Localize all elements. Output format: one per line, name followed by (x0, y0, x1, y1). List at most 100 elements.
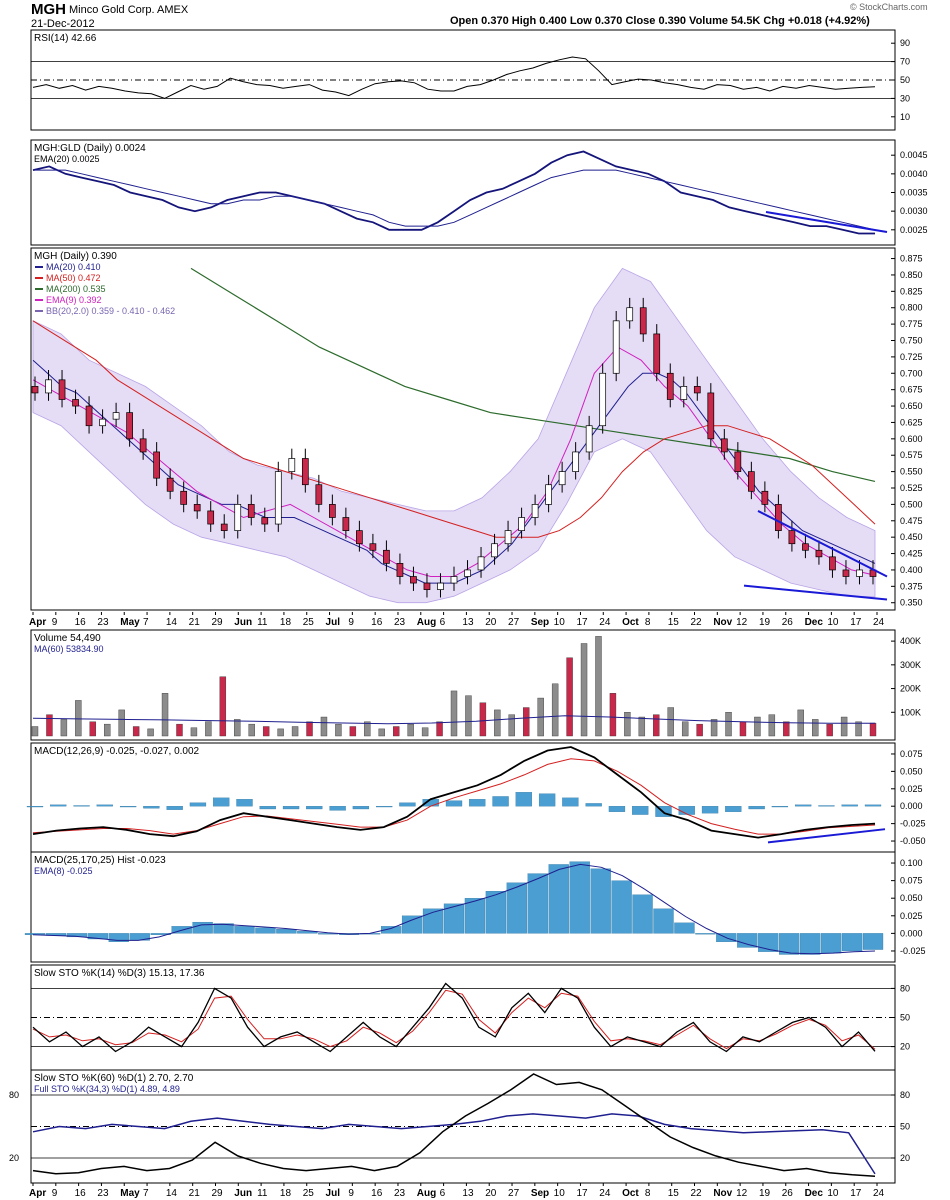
x-axis-bottom-label: 24 (599, 1188, 611, 1199)
volume-bar (46, 714, 53, 737)
x-axis-bottom-label: 8 (645, 1188, 651, 1199)
ratio-line (32, 150, 875, 235)
macd2-histogram-bar (380, 926, 402, 934)
x-axis-top-label: 21 (189, 617, 201, 628)
candle-body (558, 471, 566, 486)
y-tick-label: 0.350 (900, 598, 923, 608)
x-axis-top-label: Aug (417, 617, 436, 628)
candle-body (410, 576, 417, 584)
macd2-histogram-bar (779, 933, 800, 955)
price-legend-entry: MA(50) 0.472 (46, 273, 101, 283)
candle-body (802, 543, 809, 551)
x-axis-top-label: 15 (668, 617, 680, 628)
x-axis-bottom-label: 15 (668, 1188, 680, 1199)
x-axis-top-label: 20 (485, 617, 497, 628)
macd-histogram-bar (143, 806, 160, 809)
candle-body (639, 307, 647, 335)
candle-body (720, 438, 728, 453)
candle-body (518, 517, 525, 531)
y-tick-label: 0.025 (900, 784, 923, 794)
x-axis-top-label: 17 (850, 617, 862, 628)
volume-bar (869, 722, 877, 737)
y-tick-label: 0.700 (900, 368, 923, 378)
macd-histogram-bar (795, 804, 812, 807)
candle-body (126, 412, 133, 440)
candle-body (612, 320, 620, 374)
macd-histogram-bar (26, 806, 44, 808)
candle-body (45, 379, 52, 394)
volume-ma-label: MA(60) 53834.90 (34, 644, 104, 654)
price-legend-entry: MA(20) 0.410 (46, 262, 101, 272)
sto14-d-line (32, 989, 876, 1050)
candle-body (477, 556, 485, 571)
x-axis-top-label: 27 (508, 617, 520, 628)
macd2-histogram-bar (632, 894, 653, 934)
macd2-histogram-bar (192, 921, 213, 934)
macd-histogram-bar (585, 803, 602, 807)
volume-bar (132, 726, 140, 737)
macd-histogram-bar (841, 804, 858, 807)
volume-bar (31, 726, 39, 737)
macd2-ema-line (32, 863, 876, 955)
y-tick-label: 0.650 (900, 401, 923, 411)
candle-body (369, 543, 377, 551)
panel-frame (30, 851, 896, 963)
candle-body (193, 504, 201, 512)
volume-bar (826, 723, 833, 737)
left-tick-label: 20 (9, 1153, 19, 1163)
x-axis-bottom-label: 14 (166, 1188, 178, 1199)
volume-bar (768, 714, 776, 737)
macd-histogram-bar (166, 806, 183, 810)
sto14-title: Slow STO %K(14) %D(3) 15.13, 17.36 (34, 968, 205, 979)
y-tick-label: 0.600 (900, 434, 923, 444)
x-axis-bottom-label: 16 (371, 1188, 383, 1199)
macd2-histogram-bar (276, 929, 297, 934)
volume-bar (190, 727, 198, 737)
macd-histogram-bar (306, 806, 323, 810)
x-axis-top-label: 10 (827, 617, 839, 628)
x-axis-bottom-label: Apr (29, 1188, 46, 1199)
candle-body (680, 386, 688, 400)
volume-bar (479, 702, 487, 737)
candle-body (342, 517, 350, 531)
volume-bar (407, 723, 414, 737)
x-axis-bottom-label: 10 (554, 1188, 566, 1199)
candle-body (599, 372, 607, 427)
macd2-histogram-bar (87, 933, 108, 940)
ratio-ema-line (33, 169, 876, 231)
candle-body (72, 399, 79, 407)
candle-body (207, 510, 215, 525)
volume-ma-line (32, 715, 875, 725)
ratio-trendline (765, 211, 888, 233)
candle-body (504, 530, 512, 545)
macd-histogram-bar (515, 792, 532, 807)
volume-bar (89, 721, 96, 737)
candle-body (99, 418, 106, 427)
x-axis-top-label: 14 (166, 617, 178, 628)
candle-body (748, 471, 755, 492)
rsi-title: RSI(14) 42.66 (34, 33, 97, 44)
candle-body (761, 490, 769, 505)
volume-bar (523, 707, 530, 737)
macd2-ema-label: EMA(8) -0.025 (34, 866, 93, 876)
macd-histogram-bar (725, 806, 742, 812)
y-tick-label: 80 (900, 1090, 910, 1100)
ticker-symbol: MGH (31, 1, 66, 18)
sto14-k-line (32, 982, 876, 1053)
x-axis-bottom-label: 25 (303, 1188, 315, 1199)
panel-frame (30, 629, 896, 741)
macd-histogram-bar (376, 806, 393, 808)
candle-body (85, 405, 93, 427)
volume-bar (75, 700, 82, 737)
candle-body (491, 543, 498, 558)
x-axis-top-label: Sep (531, 617, 549, 628)
panel-frame (30, 247, 896, 611)
rsi-line (32, 56, 876, 99)
volume-bar (653, 714, 660, 737)
x-axis-top-label: 26 (782, 617, 794, 628)
volume-bar (205, 721, 212, 737)
candle-body (437, 582, 444, 590)
candle-body (301, 458, 309, 486)
y-tick-label: 0.675 (900, 385, 923, 395)
x-axis-top-label: 16 (75, 617, 87, 628)
